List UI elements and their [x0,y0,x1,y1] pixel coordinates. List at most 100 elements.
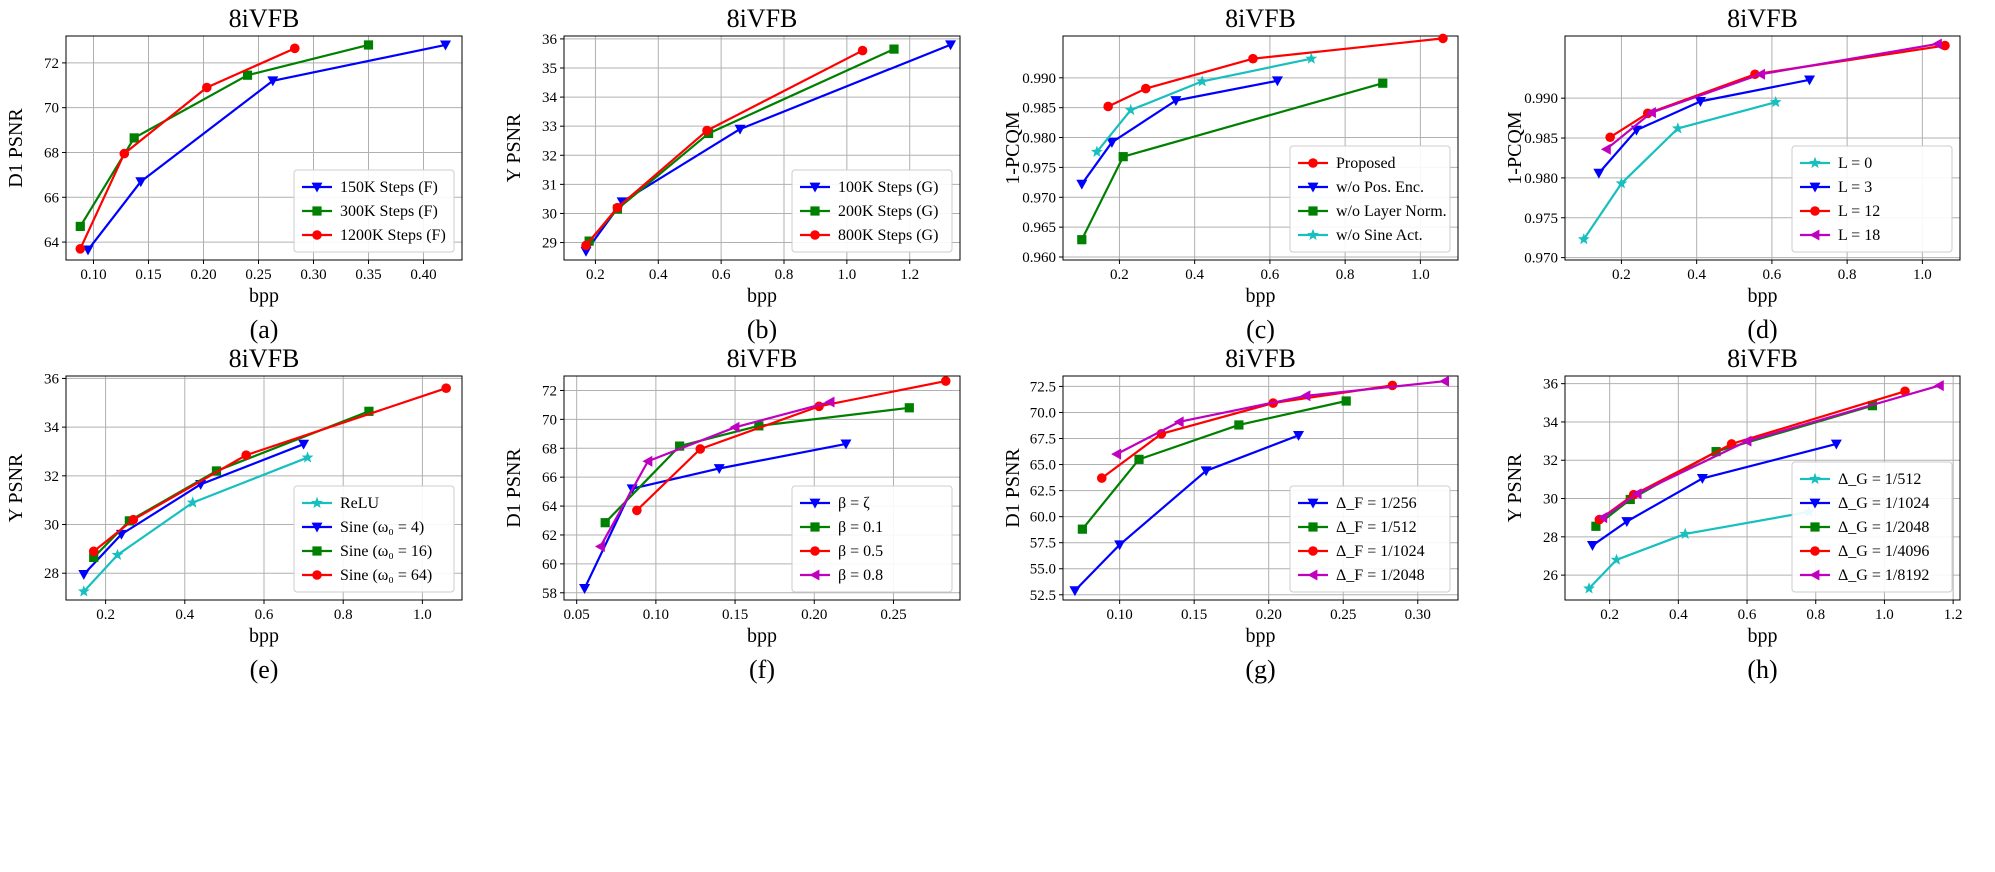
y-tick-label: 30 [44,518,59,534]
series-line-2 [83,443,304,576]
x-axis-label: bpp [1246,625,1276,647]
series-line-2 [604,406,910,524]
y-tick-label: 0.965 [1022,220,1056,236]
data-point [1248,53,1258,64]
series-line-1 [1582,101,1776,240]
data-point [1621,517,1633,528]
data-point [78,570,90,580]
data-point [1140,83,1151,94]
legend-entry: w/o Layer Norm. [1336,203,1447,220]
legend-marker [1307,182,1319,193]
subfigure-caption: (a) [250,315,279,344]
x-tick-label: 0.8 [1336,267,1355,283]
legend-marker [312,546,322,556]
legend-entry: Δ_G = 1/2048 [1838,519,1929,536]
legend-entry: Proposed [1336,155,1396,172]
chart-panel-4: 0.2 0.4 0.6 0.8 1.0 0.970 0.975 0.980 0.985 0.990… [1504,4,1961,344]
data-point [298,439,310,450]
data-point [1940,40,1950,51]
plot-frame [1564,35,1961,261]
chart-title: 8iVFB [229,344,300,373]
y-tick-label: 70.0 [1030,405,1056,421]
x-tick-label: 0.35 [355,267,381,283]
y-tick-label: 58 [542,586,557,602]
data-point [675,441,685,451]
data-point [202,82,212,93]
x-tick-label: 0.20 [1256,607,1282,623]
y-axis-label: Y PSNR [503,113,525,182]
legend-box [1791,145,1953,253]
legend-marker [810,230,820,240]
legend-entry: 200K Steps (G) [838,203,938,220]
y-tick-label: 57.5 [1030,536,1056,552]
data-point [1077,235,1087,245]
legend: 150K Steps (F) 300K Steps (F) 1200K Steps … [293,169,455,253]
legend-entry: Sine (ω₀ = 16) [340,543,432,560]
legend-marker [1308,522,1318,532]
data-point [1600,143,1611,155]
data-point [824,396,835,408]
x-tick-label: 0.15 [722,607,748,623]
y-tick-label: 60.0 [1030,510,1056,526]
x-tick-label: 0.05 [564,607,590,623]
x-tick-label: 1.0 [413,607,432,623]
data-point [1591,521,1601,531]
y-tick-label: 70 [44,101,59,117]
subfigure-caption: (c) [1246,315,1275,344]
y-tick-label: 55.0 [1030,562,1056,578]
legend-entry: w/o Sine Act. [1336,227,1423,244]
y-tick-label: 0.985 [1524,131,1558,147]
legend-entry: Sine (ω₀ = 4) [340,519,424,536]
y-tick-label: 36 [44,371,60,387]
y-axis-label: 1-PCQM [1002,111,1024,185]
plot-frame [1564,375,1961,601]
data-point [581,240,591,251]
data-point [1170,96,1182,107]
legend-marker [1810,522,1820,532]
data-point [1577,233,1590,245]
data-point [1196,75,1209,87]
data-point [1106,137,1118,148]
legend-box [791,485,953,593]
series-line-3 [79,47,296,250]
legend-marker [809,182,821,193]
data-point [1931,38,1942,50]
legend-entry: Δ_F = 1/256 [1336,495,1417,512]
x-tick-label: 0.40 [410,267,436,283]
series-line-3 [1609,44,1946,139]
legend-marker [1308,158,1318,168]
data-point [1124,103,1137,116]
x-tick-label: 0.10 [80,267,106,283]
subfigure-caption: (f) [749,655,775,684]
chart-title: 8iVFB [1727,344,1798,373]
chart-panel-5: 0.2 0.4 0.6 0.8 1.0 28 30 32 34 36 8iVFB bpp Y PSNR (… [5,344,463,684]
chart-title: 8iVFB [727,4,798,33]
y-tick-label: 52.5 [1030,588,1056,604]
legend: Δ_F = 1/256 Δ_F = 1/512 Δ_F = 1/1024 Δ_F = … [1289,485,1451,593]
data-point [1341,396,1351,406]
data-point [1300,390,1311,402]
data-point [945,40,957,51]
y-tick-label: 60 [542,557,557,573]
data-point [111,548,124,560]
plot-frame [65,35,463,261]
legend-marker [311,496,323,509]
chart-title: 8iVFB [1225,344,1296,373]
legend-marker [1809,472,1821,485]
x-tick-label: 1.0 [1411,267,1430,283]
legend-marker [1308,206,1318,216]
chart-panel-6: 0.05 0.10 0.15 0.20 0.25 58 60 62 64 66 68 70 72 8iVF… [503,344,961,684]
x-tick-label: 0.2 [1600,607,1619,623]
y-tick-label: 66 [44,190,60,206]
series-line-1 [583,442,847,589]
data-point [119,148,130,159]
data-point [1200,466,1212,477]
data-point [290,43,300,54]
data-point [1103,101,1113,112]
y-tick-label: 67.5 [1030,432,1056,448]
y-tick-label: 68 [542,441,557,457]
x-tick-label: 0.8 [334,607,353,623]
data-point [579,584,591,594]
x-tick-label: 0.20 [801,607,827,623]
data-point [440,40,451,51]
